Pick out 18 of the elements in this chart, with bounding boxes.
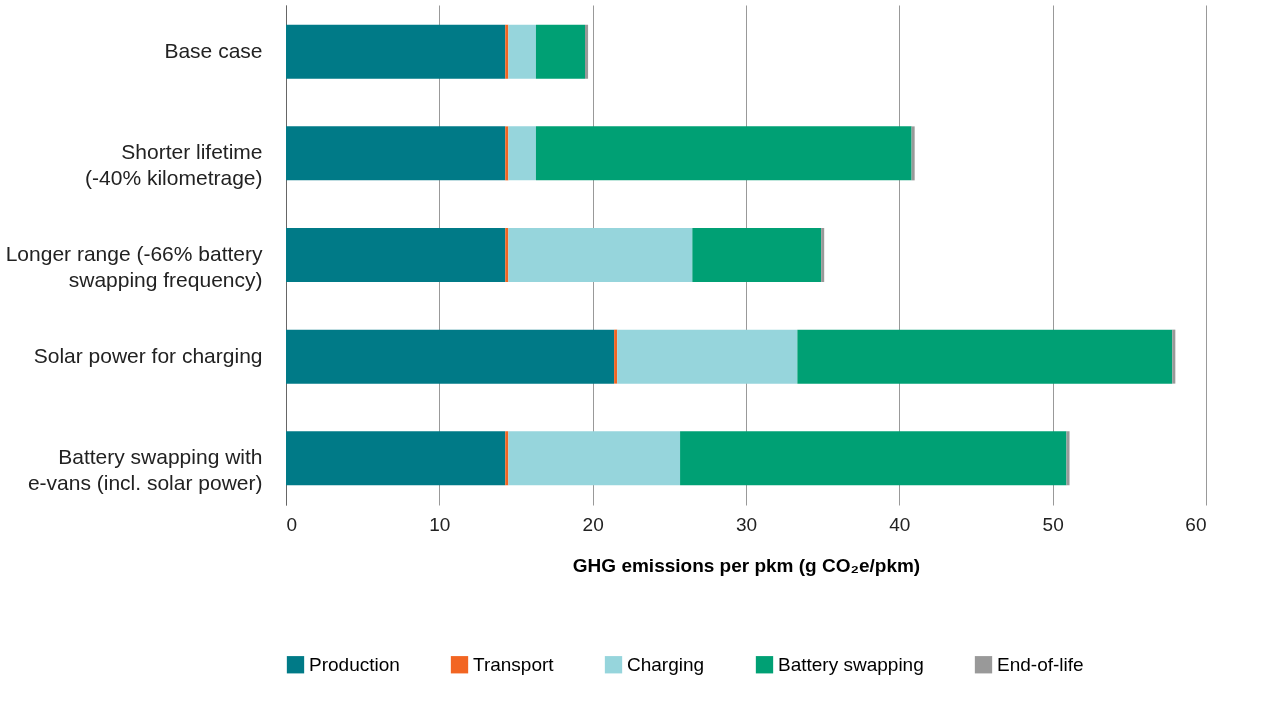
x-axis-title: GHG emissions per pkm (g CO₂e/pkm) <box>572 554 921 576</box>
legend-label: Charging <box>627 653 705 675</box>
legend-label: End-of-life <box>997 653 1084 675</box>
legend-label: Transport <box>473 653 555 675</box>
legend-label: Production <box>309 653 400 675</box>
x-tick-label: 40 <box>889 513 911 535</box>
x-tick-label: 60 <box>1185 513 1207 535</box>
x-tick-label: 0 <box>286 513 298 535</box>
y-tick-label: Solar power for charging <box>33 343 263 367</box>
legend-label: Battery swapping <box>778 653 924 675</box>
x-tick-label: 20 <box>582 513 604 535</box>
y-tick-label: Shorter lifetime (-40% kilometrage) <box>85 140 263 190</box>
x-tick-label: 10 <box>429 513 451 535</box>
y-tick-label: Longer range (-66% battery swapping frequency) <box>5 242 263 291</box>
y-tick-label: Base case <box>164 38 263 62</box>
x-tick-label: 30 <box>735 513 758 535</box>
x-tick-label: 50 <box>1042 513 1064 535</box>
y-tick-label: Battery swapping with e-vans (incl. solar power) <box>27 445 263 495</box>
